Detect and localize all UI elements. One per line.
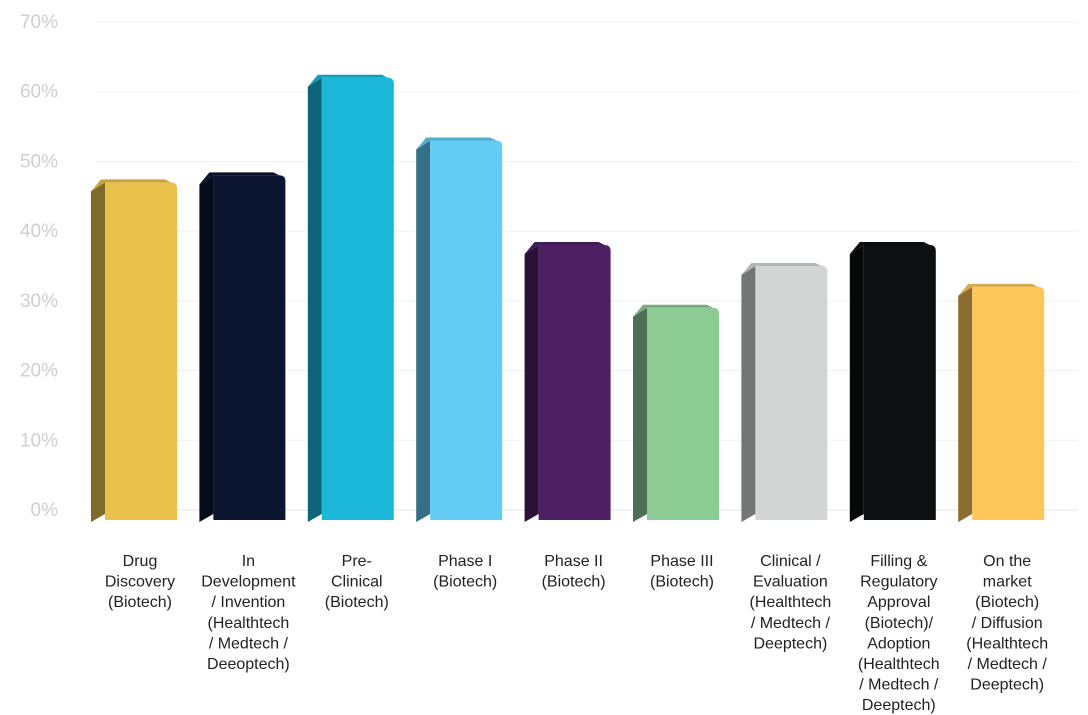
- bar-front-face: [321, 77, 394, 520]
- x-category-label: Phase III (Biotech): [650, 553, 714, 591]
- bar-top-face: [199, 172, 280, 185]
- y-tick-label: 50%: [20, 151, 58, 172]
- bar-front-face: [105, 182, 177, 521]
- bar-side-face: [416, 140, 431, 522]
- bar-side-face: [91, 182, 105, 523]
- bar-side-face: [741, 265, 756, 522]
- y-tick-label: 40%: [20, 221, 58, 242]
- x-category-label: Clinical / Evaluation (Healthtech / Medtech…: [749, 553, 831, 652]
- bar-top-face: [958, 283, 1039, 296]
- bar-top-face: [91, 179, 171, 192]
- bar-top-face: [524, 242, 605, 255]
- y-tick-label: 10%: [20, 430, 58, 451]
- y-axis-tick-labels: 0% 10% 20% 30% 40% 50% 60% 70%: [20, 12, 58, 521]
- bar: [849, 242, 936, 523]
- bar-side-face: [307, 77, 322, 522]
- bar-top-face: [741, 262, 822, 275]
- bar-top-face: [416, 137, 497, 150]
- bar-top-face: [633, 304, 713, 317]
- bar-front-face: [755, 265, 828, 520]
- bar: [958, 283, 1045, 522]
- bar: [633, 304, 719, 522]
- bar-side-face: [849, 245, 864, 523]
- bar: [416, 137, 503, 522]
- bar-side-face: [524, 245, 539, 523]
- y-tick-label: 60%: [20, 82, 58, 103]
- bar-front-face: [538, 245, 611, 521]
- bar-side-face: [958, 286, 973, 522]
- bar-side-face: [633, 307, 647, 522]
- bar: [741, 262, 828, 522]
- x-axis-category-labels: Drug Discovery (Biotech) In Development / Inv…: [105, 553, 1048, 714]
- bar-front-face: [647, 307, 719, 520]
- x-category-label: Drug Discovery (Biotech): [105, 553, 175, 611]
- bar-front-face: [972, 286, 1045, 520]
- bar-side-face: [199, 175, 214, 523]
- x-category-label: On the market (Biotech) / Diffusion (Healtht…: [966, 553, 1048, 694]
- x-category-label: Phase II (Biotech): [542, 553, 606, 591]
- x-category-label: Filling & Regulatory Approval (Biotech)/Ado…: [858, 553, 940, 714]
- bars: [91, 74, 1045, 523]
- bar: [524, 242, 611, 523]
- bar: [307, 74, 394, 522]
- bar-front-face: [213, 175, 286, 521]
- y-tick-label: 20%: [20, 361, 58, 382]
- bar-top-face: [849, 242, 930, 255]
- x-category-label: In Development / Invention (Healthtech / Med…: [201, 553, 296, 673]
- bar: [199, 172, 286, 523]
- x-category-label: Pre-Clinical (Biotech): [325, 553, 389, 611]
- x-category-label: Phase I (Biotech): [433, 553, 497, 591]
- bar-front-face: [863, 245, 936, 521]
- bar-top-face: [307, 74, 388, 87]
- bar: [91, 179, 177, 523]
- bar-front-face: [430, 140, 503, 520]
- y-tick-label: 0%: [31, 500, 59, 521]
- y-tick-label: 70%: [20, 12, 58, 33]
- y-tick-label: 30%: [20, 291, 58, 312]
